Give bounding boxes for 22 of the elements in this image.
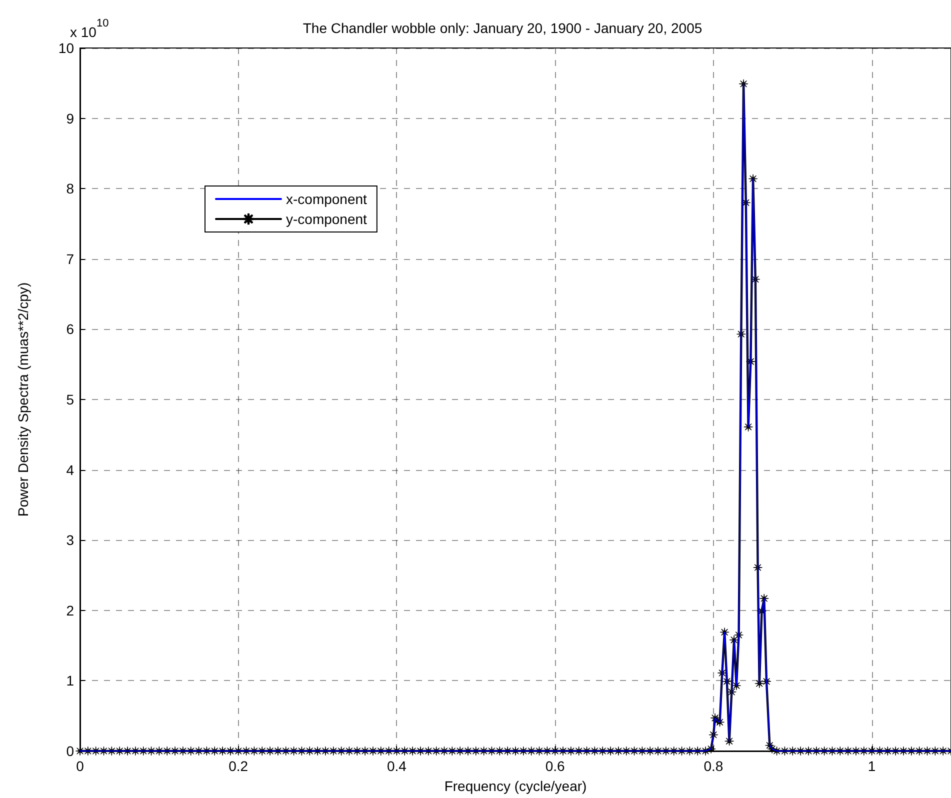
legend-label: y-component	[286, 211, 368, 227]
legend-label: x-component	[286, 191, 368, 207]
x-tick-label: 0.8	[704, 758, 724, 774]
x-tick-label: 0.2	[228, 758, 248, 774]
y-tick-label: 1	[66, 672, 74, 689]
y-tick-label: 2	[66, 602, 74, 618]
x-axis-title: Frequency (cycle/year)	[444, 778, 587, 794]
x-tick-label: 0.6	[545, 758, 566, 774]
x-tick-label: 1	[868, 758, 876, 774]
y-tick-label: 10	[58, 40, 74, 56]
y-tick-label: 7	[66, 250, 74, 267]
y-axis-title: Power Density Spectra (muas**2/cpy)	[15, 282, 31, 517]
y-tick-label: 8	[66, 180, 74, 197]
x-tick-label: 0.4	[386, 758, 407, 774]
y-tick-label: 0	[66, 743, 74, 759]
y-tick-label: 6	[66, 321, 74, 338]
y-tick-label: 4	[66, 462, 74, 478]
y-tick-label: 5	[66, 392, 74, 408]
x-tick-label: 0	[76, 758, 84, 774]
y-tick-label: 3	[66, 532, 74, 548]
chart-title: The Chandler wobble only: January 20, 1900 - January 20, 2005	[302, 20, 702, 36]
y-tick-label: 9	[66, 110, 74, 126]
